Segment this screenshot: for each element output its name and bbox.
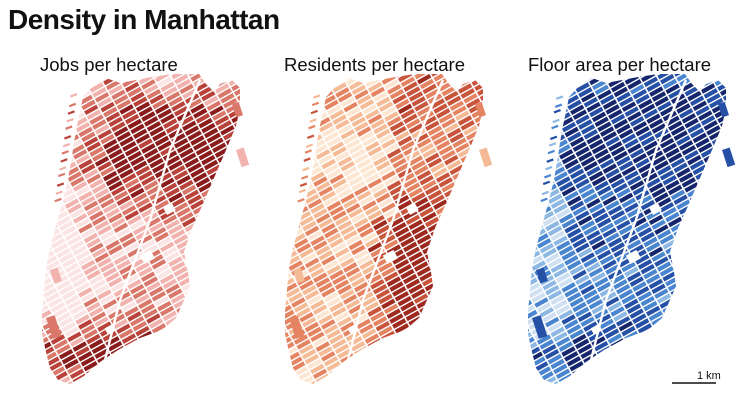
page-title: Density in Manhattan bbox=[8, 4, 280, 35]
jobs-map bbox=[42, 74, 250, 384]
floor-area-map bbox=[528, 74, 736, 384]
residents-map bbox=[285, 74, 493, 384]
panel-title-residents: Residents per hectare bbox=[284, 54, 465, 75]
panel-title-jobs: Jobs per hectare bbox=[40, 54, 178, 75]
scale-bar-label: 1 km bbox=[697, 370, 721, 382]
panel-title-floor-area: Floor area per hectare bbox=[528, 54, 712, 75]
